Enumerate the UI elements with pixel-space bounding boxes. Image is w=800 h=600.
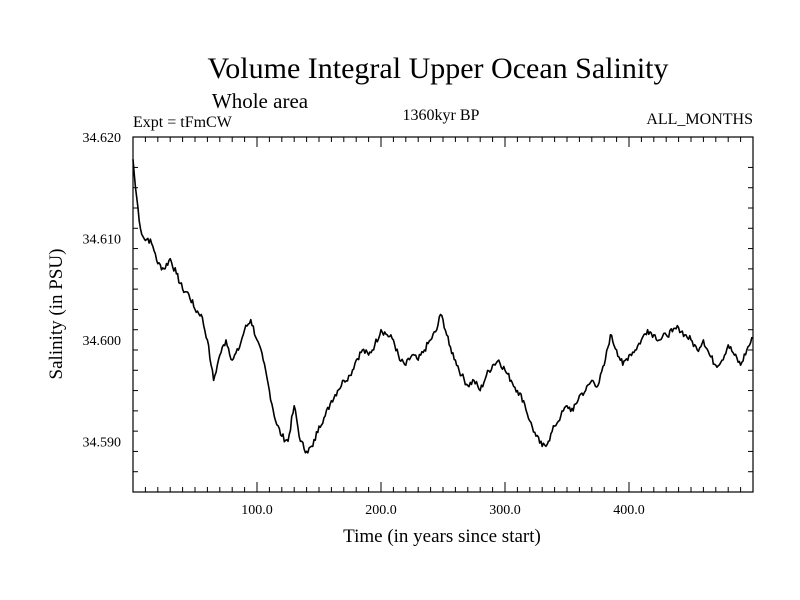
y-tick-label: 34.610 [83, 232, 122, 247]
y-axis-label: Salinity (in PSU) [46, 249, 67, 380]
x-tick-label: 300.0 [489, 503, 521, 518]
period-label: 1360kyr BP [403, 107, 480, 124]
tick-marks [133, 137, 753, 492]
x-tick-label: 100.0 [241, 503, 273, 518]
x-tick-label: 400.0 [613, 503, 645, 518]
chart-subtitle: Whole area [212, 89, 309, 113]
y-tick-label: 34.620 [83, 131, 122, 146]
x-tick-label: 200.0 [365, 503, 397, 518]
y-tick-label: 34.590 [83, 435, 122, 450]
tick-labels: 100.0 200.0 300.0 400.0 34.590 34.600 34.610 34… [83, 131, 645, 518]
y-tick-label: 34.600 [83, 334, 122, 349]
chart-title: Volume Integral Upper Ocean Salinity [208, 52, 669, 85]
plot-frame [132, 136, 754, 493]
x-axis-label: Time (in years since start) [343, 526, 541, 547]
months-label: ALL_MONTHS [646, 111, 753, 128]
salinity-series-line [132, 159, 754, 454]
experiment-label: Expt = tFmCW [133, 114, 233, 131]
